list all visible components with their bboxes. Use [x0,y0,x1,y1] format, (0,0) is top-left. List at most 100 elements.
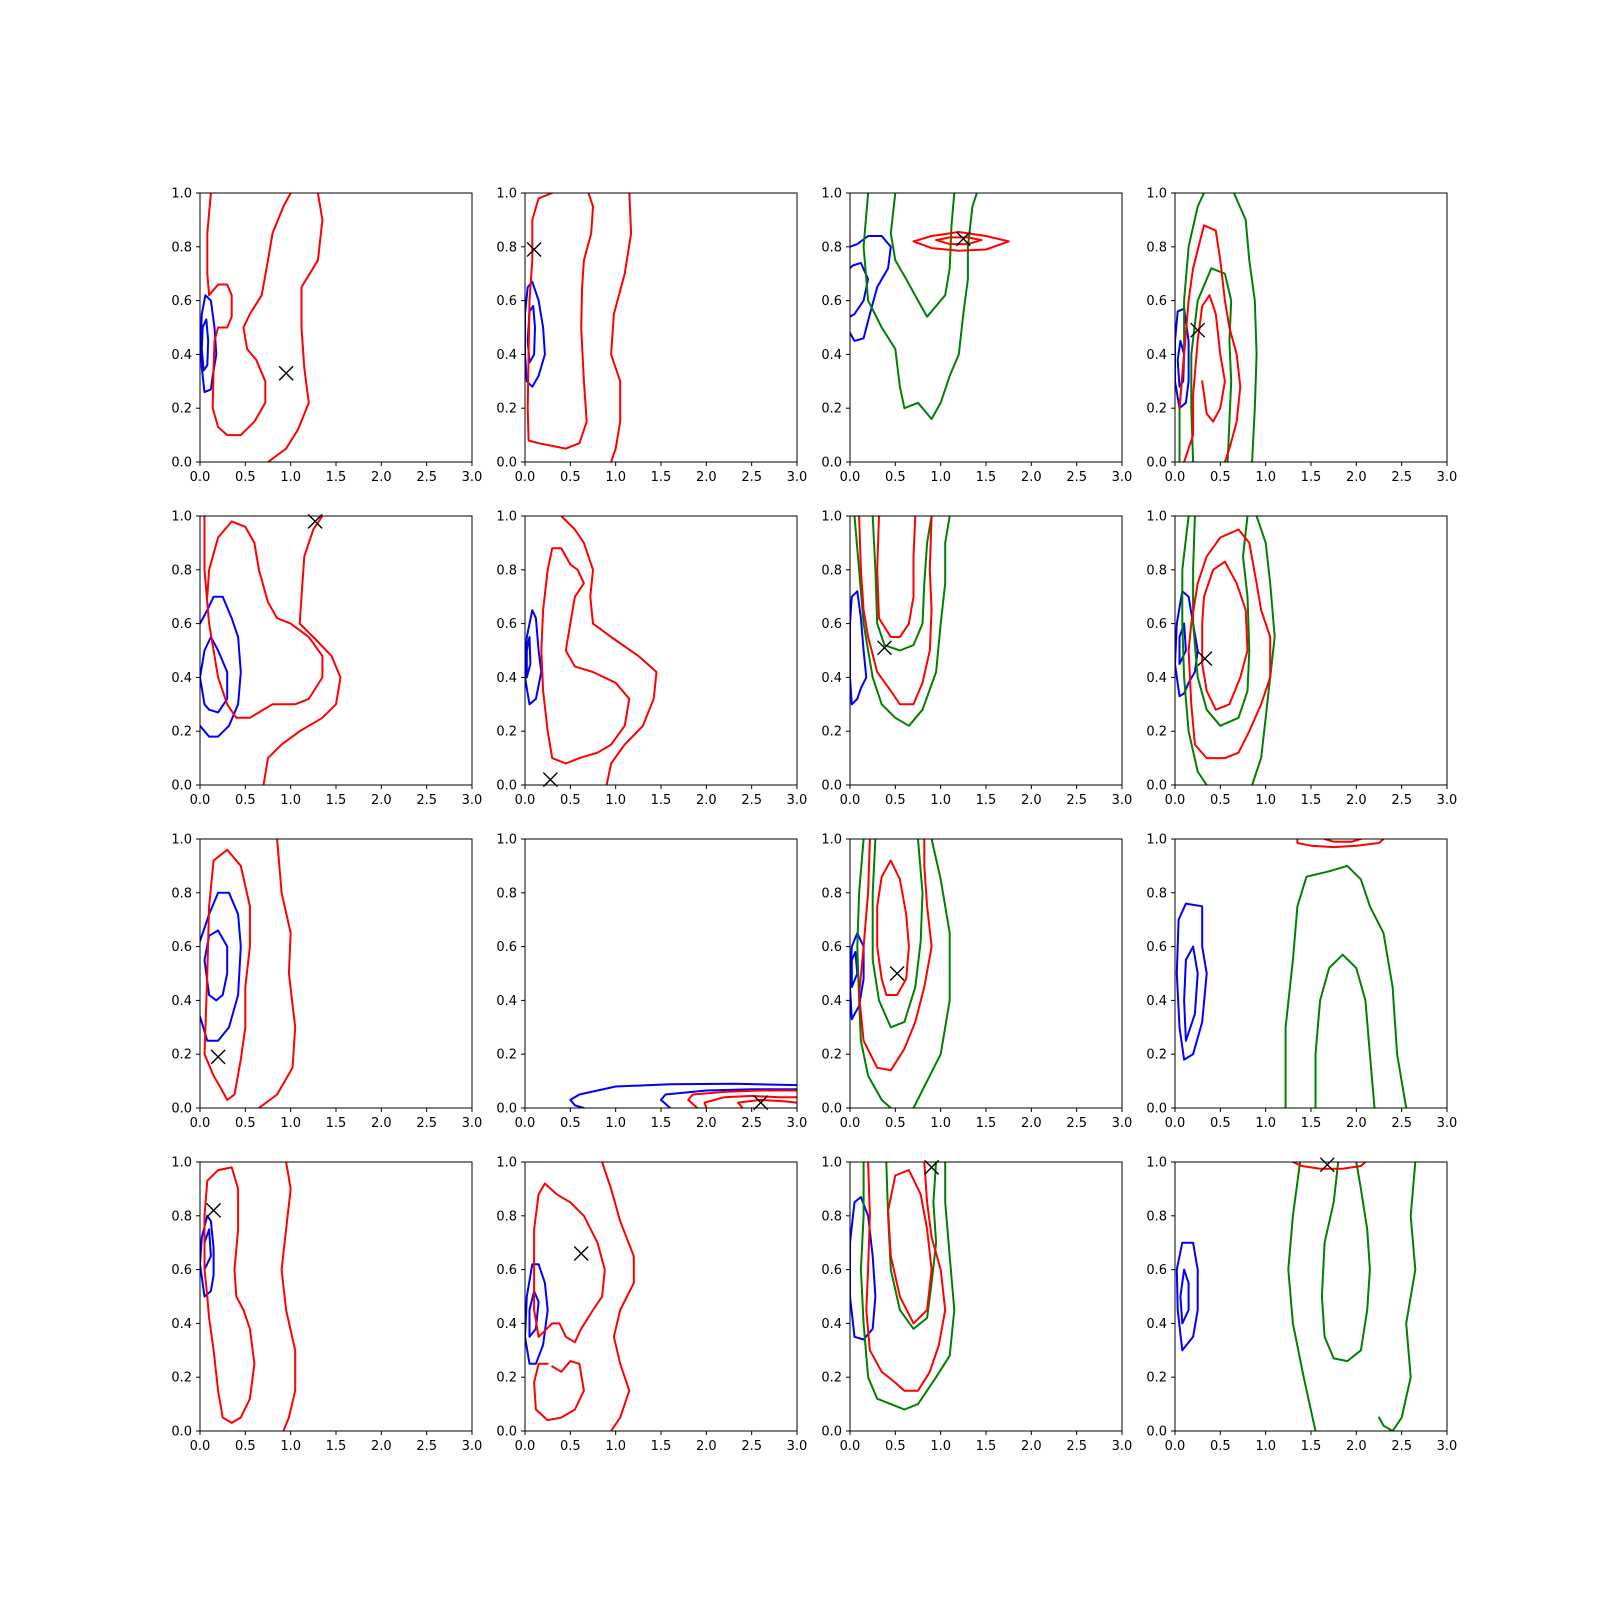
y-tick-label: 0.6 [1146,294,1167,309]
x-tick-label: 1.5 [651,793,672,808]
red-contour [280,1162,297,1431]
y-tick-label: 0.6 [1146,940,1167,955]
subplot-8: 0.0 0.5 1.0 1.5 2.0 2.5 3.0 0.0 0.2 0.4 0.6 0.8 1.0 [1146,510,1457,809]
x-tick-label: 1.5 [1301,793,1322,808]
red-contour [1323,839,1362,843]
axes-frame [849,838,1123,1109]
y-tick-label: 0.0 [171,779,192,794]
y-tick-label: 0.4 [821,994,842,1009]
subplot-6: 0.0 0.5 1.0 1.5 2.0 2.5 3.0 0.0 0.2 0.4 0.6 0.8 1.0 [496,510,807,809]
y-tick-label: 0.0 [1146,1102,1167,1117]
y-tick-label: 0.8 [496,886,517,901]
y-tick-label: 0.6 [171,1263,192,1278]
red-contour [262,516,342,785]
x-tick-label: 0.5 [560,470,581,485]
x-marker [1190,322,1206,338]
x-tick-label: 2.0 [371,470,392,485]
x-tick-label: 1.0 [605,1439,626,1454]
blue-contour [850,1196,877,1341]
x-tick-label: 0.5 [885,470,906,485]
y-tick-label: 0.0 [1146,1425,1167,1440]
x-tick-label: 2.0 [371,1116,392,1131]
red-contour [206,193,292,437]
x-tick-label: 2.0 [1346,1116,1367,1131]
x-tick-label: 0.0 [190,1439,211,1454]
y-tick-label: 0.2 [496,402,517,417]
y-tick-label: 0.0 [496,1102,517,1117]
y-tick-label: 1.0 [821,1156,842,1171]
x-tick-label: 0.5 [885,1439,906,1454]
blue-contour [850,261,870,318]
blue-contour [200,318,210,372]
green-contour [1284,864,1408,1108]
x-marker [876,640,892,656]
green-contour [1251,516,1276,785]
y-tick-label: 0.8 [821,886,842,901]
x-tick-label: 0.0 [515,1116,536,1131]
y-tick-label: 1.0 [1146,1156,1167,1171]
green-contour [871,839,924,1029]
y-tick-label: 0.8 [821,563,842,578]
x-tick-label: 1.5 [326,1439,347,1454]
green-contour [862,193,978,420]
blue-contour [526,305,536,364]
axes-frame [1174,1161,1448,1432]
green-contour [1320,1162,1371,1363]
y-tick-label: 0.6 [821,1263,842,1278]
y-tick-label: 0.4 [821,671,842,686]
x-marker [1197,651,1213,667]
x-tick-label: 3.0 [1437,1439,1458,1454]
green-contour [1314,953,1376,1108]
x-tick-label: 0.0 [515,1439,536,1454]
x-tick-label: 3.0 [462,470,483,485]
x-tick-label: 3.0 [787,470,808,485]
subplot-11: 0.0 0.5 1.0 1.5 2.0 2.5 3.0 0.0 0.2 0.4 0.6 0.8 1.0 [821,833,1132,1132]
plot-area [200,839,297,1108]
x-tick-label: 2.5 [416,793,437,808]
x-tick-label: 3.0 [462,1439,483,1454]
axes-frame [524,1161,798,1432]
y-tick-label: 0.0 [171,1425,192,1440]
plot-area [525,1162,635,1431]
x-tick-label: 1.0 [605,470,626,485]
blue-contour [200,636,229,714]
x-tick-label: 3.0 [787,793,808,808]
red-contour [876,516,917,638]
x-tick-label: 0.5 [885,793,906,808]
y-tick-label: 0.8 [496,240,517,255]
y-tick-label: 0.2 [1146,1371,1167,1386]
subplot-16: 0.0 0.5 1.0 1.5 2.0 2.5 3.0 0.0 0.2 0.4 0.6 0.8 1.0 [1146,1156,1457,1455]
subplot-15: 0.0 0.5 1.0 1.5 2.0 2.5 3.0 0.0 0.2 0.4 0.6 0.8 1.0 [821,1156,1132,1455]
y-tick-label: 0.0 [496,779,517,794]
x-tick-label: 0.5 [235,793,256,808]
y-tick-label: 1.0 [171,1156,192,1171]
x-tick-label: 1.0 [280,470,301,485]
x-tick-label: 2.5 [1391,793,1412,808]
y-tick-label: 1.0 [1146,833,1167,848]
x-tick-label: 2.0 [696,1439,717,1454]
y-tick-label: 0.4 [821,1317,842,1332]
subplot-9: 0.0 0.5 1.0 1.5 2.0 2.5 3.0 0.0 0.2 0.4 0.6 0.8 1.0 [171,833,482,1132]
x-tick-label: 0.5 [1210,1439,1231,1454]
x-tick-label: 1.5 [1301,1116,1322,1131]
y-tick-label: 0.2 [171,1371,192,1386]
x-tick-label: 3.0 [1437,793,1458,808]
red-contour [601,1162,635,1431]
y-tick-label: 0.2 [171,725,192,740]
y-tick-label: 0.6 [496,617,517,632]
axes-frame [849,1161,1123,1432]
y-tick-label: 0.8 [171,240,192,255]
y-tick-label: 0.0 [821,1425,842,1440]
blue-contour [525,609,543,706]
x-tick-label: 3.0 [462,793,483,808]
plot-area [200,193,324,462]
x-tick-label: 2.0 [371,793,392,808]
plot-area [1175,839,1408,1108]
axes-frame [199,838,473,1109]
x-tick-label: 3.0 [787,1439,808,1454]
red-contour [858,516,933,706]
y-tick-label: 0.6 [171,617,192,632]
y-tick-label: 0.4 [821,348,842,363]
y-tick-label: 1.0 [821,833,842,848]
